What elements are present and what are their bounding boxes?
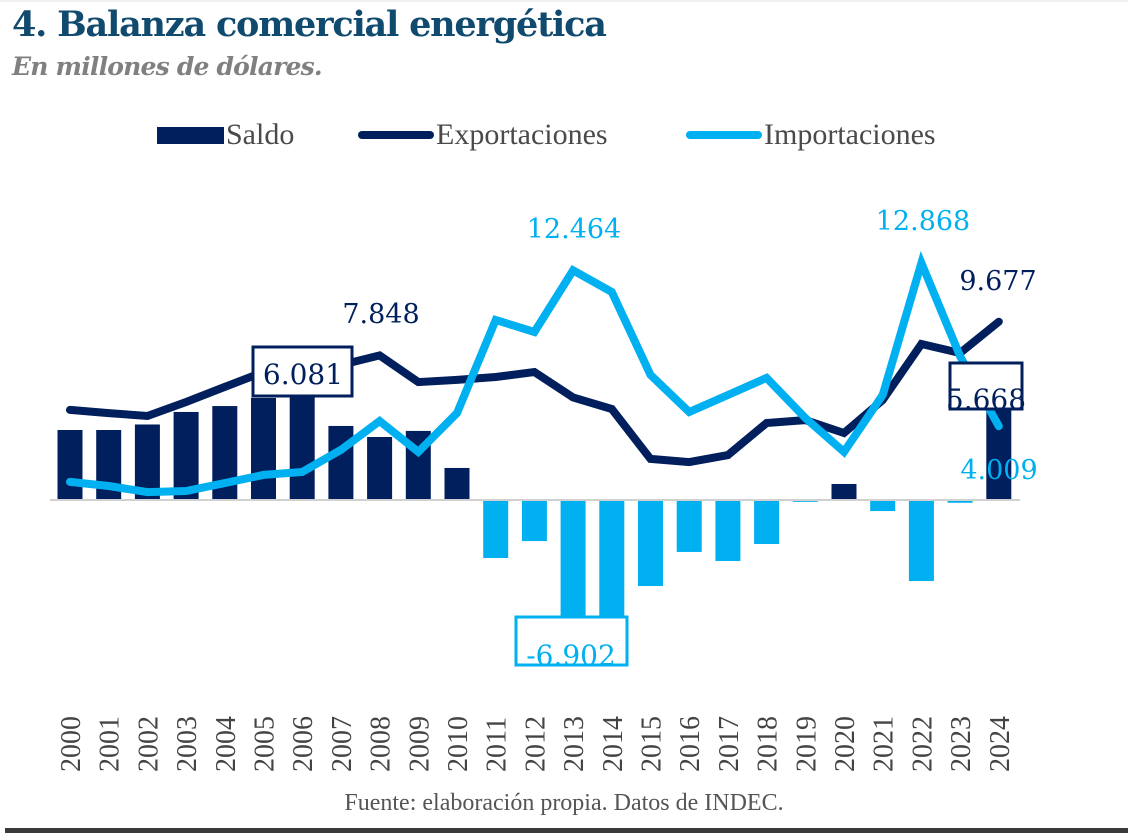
saldo-bar-2014 <box>599 500 625 617</box>
legend: Saldo Exportaciones Importaciones <box>0 115 1128 155</box>
saldo-bar-2005 <box>251 397 276 500</box>
data-label-importaciones-2022: 12.868 <box>876 206 970 237</box>
data-label-importaciones-2024: 4.009 <box>960 455 1037 486</box>
data-label-saldo-2006: 6.081 <box>263 358 343 391</box>
saldo-bar-2007 <box>328 425 354 500</box>
x-tick-label-2006: 2006 <box>288 716 319 772</box>
x-tick-label-2019: 2019 <box>791 716 822 772</box>
saldo-bar-2012 <box>521 500 547 542</box>
line-exportaciones <box>66 317 1003 467</box>
legend-label-exportaciones: Exportaciones <box>436 118 608 151</box>
chart-subtitle: En millones de dólares. <box>12 52 323 81</box>
data-label-exportaciones-2008: 7.848 <box>342 299 419 330</box>
x-tick-label-2017: 2017 <box>714 716 745 772</box>
x-tick-label-2014: 2014 <box>598 716 629 772</box>
saldo-bar-2015 <box>638 500 663 587</box>
x-tick-label-2002: 2002 <box>133 716 164 772</box>
saldo-bar-2008 <box>367 437 393 500</box>
x-tick-label-2021: 2021 <box>869 716 900 772</box>
saldo-bar-2020 <box>831 483 857 500</box>
x-tick-label-2023: 2023 <box>946 716 977 772</box>
data-label-saldo-2024: 5.668 <box>946 383 1026 416</box>
x-tick-label-2011: 2011 <box>482 717 513 772</box>
chart-title: 4. Balanza comercial energética <box>12 4 607 45</box>
line-importaciones <box>66 250 1003 497</box>
legend-swatch-exportaciones <box>358 131 434 139</box>
data-label-box-saldo-2024 <box>948 361 1024 411</box>
x-tick-label-2004: 2004 <box>211 716 242 772</box>
x-tick-label-2003: 2003 <box>172 716 203 772</box>
legend-item-saldo: Saldo <box>157 115 294 155</box>
legend-swatch-importaciones <box>686 131 762 139</box>
x-tick-label-2015: 2015 <box>637 716 668 772</box>
x-tick-label-2005: 2005 <box>250 716 281 772</box>
legend-item-exportaciones: Exportaciones <box>358 115 608 155</box>
x-tick-label-2007: 2007 <box>327 716 358 772</box>
top-divider <box>0 0 1128 2</box>
data-label-saldo-2013: -6.902 <box>526 639 616 672</box>
x-tick-label-2018: 2018 <box>753 716 784 772</box>
data-label-exportaciones-2024: 9.677 <box>959 266 1036 297</box>
x-tick-label-2009: 2009 <box>404 716 435 772</box>
x-tick-label-2000: 2000 <box>56 716 87 772</box>
saldo-bars <box>57 387 1012 628</box>
x-tick-label-2016: 2016 <box>675 716 706 772</box>
x-axis-labels: 2000 2001 2002 2003 2004 2005 2006 2007 2008 2009… <box>56 716 1016 772</box>
saldo-bar-2016 <box>676 500 702 552</box>
saldo-bar-2011 <box>483 500 509 559</box>
data-label-box-saldo-2006 <box>251 345 354 398</box>
saldo-bar-2000 <box>57 430 83 500</box>
legend-label-saldo: Saldo <box>226 118 295 151</box>
x-tick-label-2001: 2001 <box>95 716 126 772</box>
x-tick-label-2024: 2024 <box>985 716 1016 772</box>
x-tick-label-2022: 2022 <box>907 716 938 772</box>
x-tick-label-2012: 2012 <box>520 716 551 772</box>
legend-item-importaciones: Importaciones <box>686 115 936 155</box>
x-tick-label-2020: 2020 <box>830 716 861 772</box>
series-lines <box>66 250 1003 497</box>
data-labels: 6.081 7.848 12.464 -6.902 12.868 9.677 5.668 4.… <box>251 206 1038 672</box>
saldo-bar-2006 <box>289 387 315 500</box>
saldo-bar-2017 <box>715 500 741 561</box>
saldo-bar-2022 <box>908 500 934 582</box>
legend-swatch-saldo <box>157 126 224 144</box>
source-note: Fuente: elaboración propia. Datos de IND… <box>344 790 784 816</box>
saldo-bar-2018 <box>754 500 780 545</box>
saldo-bar-2021 <box>870 500 896 512</box>
bottom-divider <box>5 828 1128 833</box>
saldo-bar-2010 <box>444 467 470 500</box>
x-tick-label-2010: 2010 <box>443 716 474 772</box>
data-label-importaciones-2013: 12.464 <box>527 214 621 245</box>
saldo-bar-2013 <box>560 500 586 628</box>
saldo-bar-2023 <box>947 500 973 503</box>
legend-label-importaciones: Importaciones <box>764 118 936 151</box>
x-tick-label-2013: 2013 <box>559 716 590 772</box>
data-label-box-saldo-2013 <box>514 615 629 667</box>
x-tick-label-2008: 2008 <box>366 716 397 772</box>
